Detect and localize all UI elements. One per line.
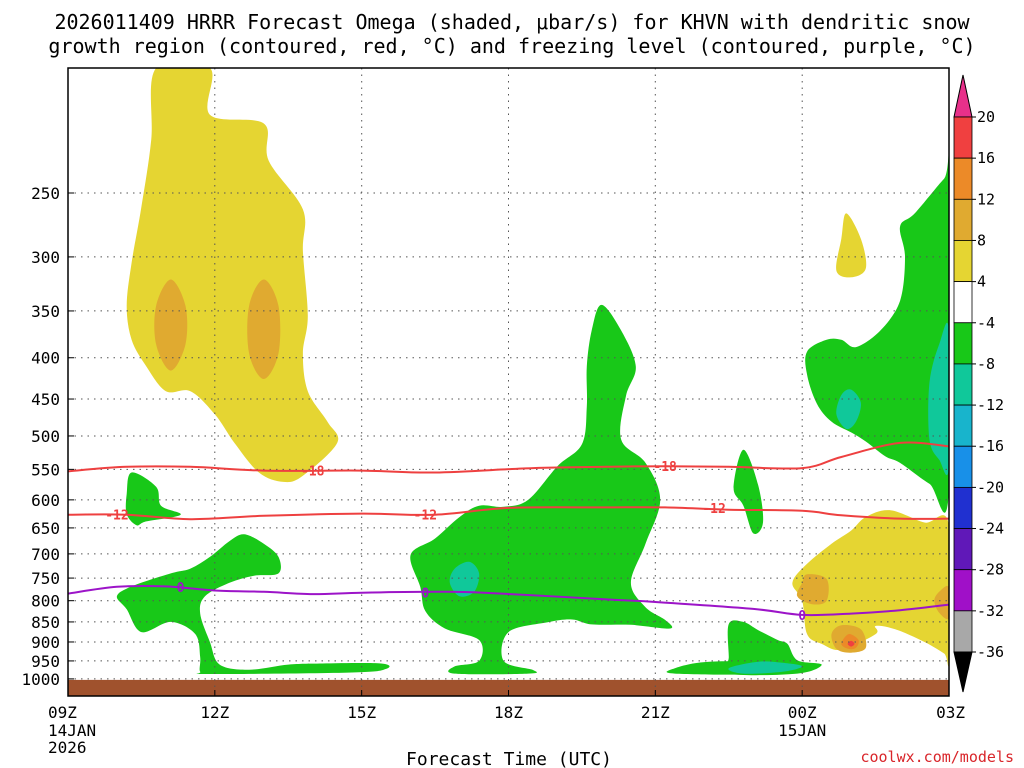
- contour-label-6: 0: [177, 581, 185, 596]
- x-tick-label-03Z: 03Z: [936, 703, 965, 722]
- omega-region-10: [723, 620, 822, 676]
- credit-text: coolwx.com/models: [860, 748, 1014, 766]
- x-tick-label-12Z: 12Z: [200, 703, 229, 722]
- y-tick-label-650: 650: [31, 519, 60, 538]
- colorbar-label-7: -8: [977, 355, 995, 373]
- omega-region-1: [126, 68, 339, 483]
- colorbar-label-4: 8: [977, 231, 986, 249]
- omega-region-5: [116, 534, 390, 675]
- colorbar-band-1: [953, 116, 973, 159]
- colorbar-label-12: -28: [977, 561, 1004, 579]
- y-tick-label-500: 500: [31, 427, 60, 446]
- contour-line--12: [68, 506, 949, 521]
- omega-region-8: [733, 449, 764, 535]
- colorbar-label-9: -16: [977, 437, 1004, 455]
- contour-label-5: -12: [702, 502, 725, 517]
- omega-region-16: [792, 510, 949, 667]
- x-tick-label-09Z: 09Z: [48, 703, 77, 722]
- colorbar-band-11: [953, 528, 973, 571]
- x-tick-sublabel-2026: 2026: [48, 738, 87, 757]
- temperature-contours: [68, 441, 949, 617]
- colorbar-label-5: 4: [977, 273, 986, 291]
- colorbar-label-3: 12: [977, 190, 995, 208]
- x-tick-label-21Z: 21Z: [641, 703, 670, 722]
- contour-label-1: -18: [301, 465, 325, 480]
- omega-region-17: [796, 574, 829, 605]
- y-tick-label-750: 750: [31, 569, 60, 588]
- y-tick-label-350: 350: [31, 302, 60, 321]
- colorbar-band-5: [953, 281, 973, 324]
- y-tick-label-450: 450: [31, 390, 60, 409]
- x-tick-label-15Z: 15Z: [347, 703, 376, 722]
- colorbar-arrow-bottom: [953, 651, 973, 693]
- colorbar-label-8: -12: [977, 396, 1004, 414]
- x-tick-label-00Z: 00Z: [788, 703, 817, 722]
- contour-label-2: -18: [653, 460, 677, 475]
- colorbar-label-14: -36: [977, 643, 1004, 661]
- x-tick-sublabel-14JAN: 14JAN: [48, 721, 96, 740]
- omega-region-18: [934, 585, 949, 620]
- colorbar-label-1: 20: [977, 108, 995, 126]
- colorbar-label-10: -20: [977, 478, 1004, 496]
- omega-region-11: [728, 661, 803, 674]
- colorbar-band-7: [953, 363, 973, 406]
- omega-region-6: [410, 304, 673, 675]
- colorbar-band-8: [953, 404, 973, 447]
- y-tick-label-900: 900: [31, 633, 60, 652]
- omega-region-3: [247, 279, 281, 379]
- omega-region-7: [449, 561, 480, 597]
- colorbar-band-12: [953, 569, 973, 612]
- omega-region-12: [805, 154, 949, 513]
- contour-label-7: 0: [421, 586, 429, 601]
- contour-line-0: [68, 584, 949, 617]
- omega-shaded-field: [68, 68, 949, 696]
- y-tick-label-300: 300: [31, 248, 60, 267]
- contour-label-4: -12: [414, 509, 437, 524]
- colorbar-label-6: -4: [977, 314, 995, 332]
- colorbar-band-6: [953, 322, 973, 365]
- colorbar-band-9: [953, 445, 973, 488]
- omega-region-15: [836, 213, 867, 278]
- colorbar-band-3: [953, 198, 973, 241]
- x-tick-label-18Z: 18Z: [494, 703, 523, 722]
- y-tick-label-1000: 1000: [21, 670, 60, 689]
- colorbar-band-13: [953, 610, 973, 653]
- colorbar-label-2: 16: [977, 149, 995, 167]
- colorbar-label-13: -32: [977, 602, 1004, 620]
- y-tick-label-700: 700: [31, 545, 60, 564]
- chart-title-line-1: 2026011409 HRRR Forecast Omega (shaded, …: [54, 10, 970, 34]
- y-tick-label-400: 400: [31, 349, 60, 368]
- x-tick-sublabel-15JAN: 15JAN: [778, 721, 826, 740]
- y-tick-label-850: 850: [31, 613, 60, 632]
- colorbar-band-4: [953, 240, 973, 283]
- y-tick-label-600: 600: [31, 491, 60, 510]
- surface-band: [68, 679, 949, 696]
- contour-labels: -18 -18 -12 -12 -12 0 0 0: [105, 460, 806, 624]
- omega-region-4: [125, 472, 181, 526]
- omega-colorbar: 20 16 12 8 4 -4 -8 -12 -16 -20 -24 -28 -32 -36: [953, 74, 1004, 693]
- y-tick-label-250: 250: [31, 184, 60, 203]
- colorbar-label-11: -24: [977, 520, 1004, 538]
- x-axis-label: Forecast Time (UTC): [406, 749, 612, 768]
- contour-label-3: -12: [105, 509, 128, 524]
- colorbar-arrow-top: [953, 74, 973, 118]
- colorbar-band-10: [953, 486, 973, 529]
- y-tick-label-950: 950: [31, 652, 60, 671]
- contour-label-8: 0: [798, 609, 806, 624]
- omega-region-2: [154, 279, 188, 371]
- y-tick-label-550: 550: [31, 460, 60, 479]
- pressure-axis: 2503003504004505005506006507007508008509…: [21, 184, 74, 689]
- y-tick-label-800: 800: [31, 592, 60, 611]
- chart-title-line-2: growth region (contoured, red, °C) and f…: [48, 34, 975, 58]
- colorbar-band-2: [953, 157, 973, 200]
- contour-line--18: [68, 441, 949, 474]
- omega-region-14: [928, 322, 949, 475]
